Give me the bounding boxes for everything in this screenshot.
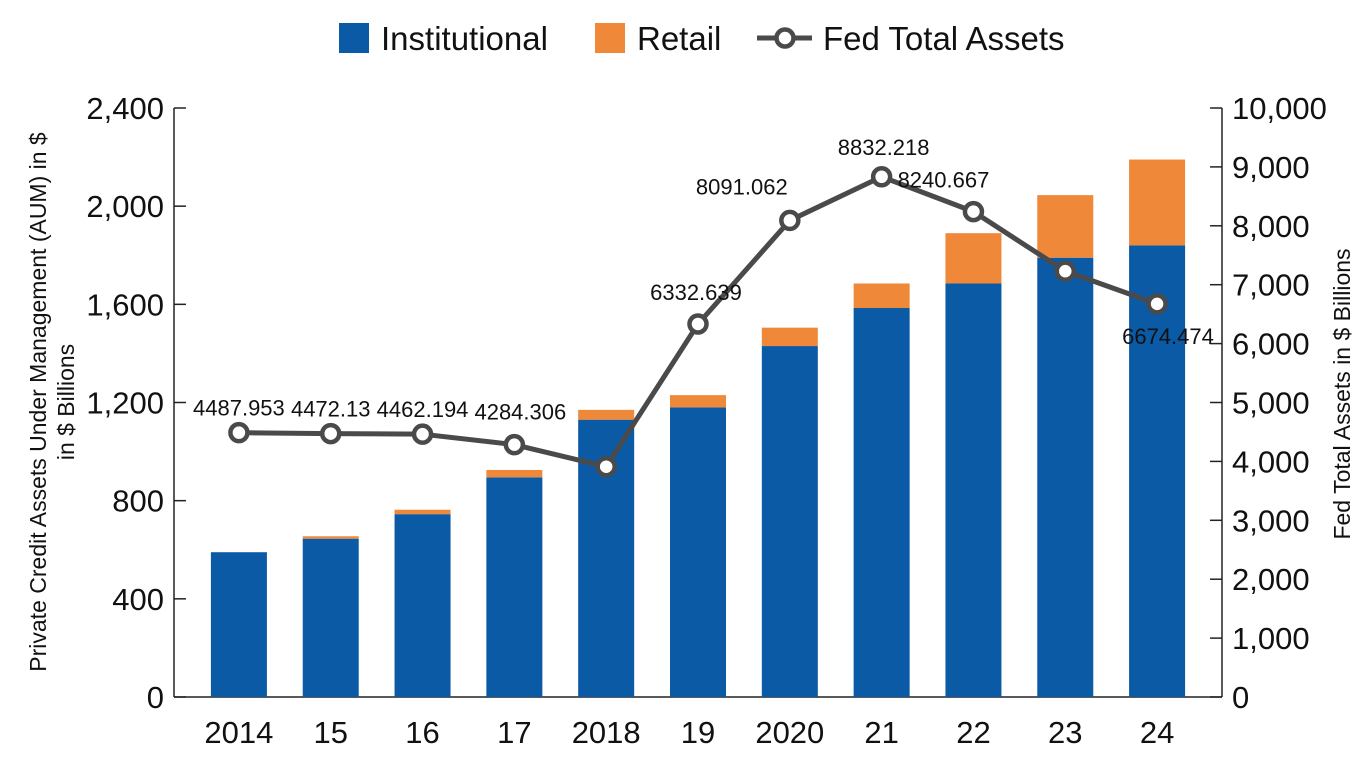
y-left-axis-title-line-2: in $ Billions [53,344,79,460]
fed-total-assets-point-2018 [595,455,617,478]
fed-total-assets-data-label: 4487.953 [193,396,285,421]
legend-retail-swatch [595,23,625,53]
bar-institutional-16 [394,514,451,697]
y-right-tick-label: 9,000 [1232,150,1310,185]
y-right-tick-label: 8,000 [1232,209,1310,244]
bar-institutional-24 [1129,245,1186,697]
y-left-tick-label: 2,000 [86,189,164,224]
x-tick-label: 23 [1048,715,1082,750]
y-left-axis-title-line-1: Private Credit Assets Under Management (… [25,132,51,672]
bar-retail-21 [853,283,910,309]
bar-institutional-2014 [210,552,267,697]
y-right-tick-label: 5,000 [1232,386,1310,421]
fed-total-assets-point-16 [411,423,434,445]
y-right-tick-label: 0 [1232,680,1249,715]
fed-total-assets-point-19 [687,313,709,335]
y-right-tick-label: 7,000 [1232,268,1310,303]
bar-retail-15 [302,536,359,539]
bar-retail-22 [945,233,1002,284]
y-right-axis-title: Fed Total Assets in $ Billions [1329,248,1355,539]
legend-institutional-label: Institutional [381,20,548,57]
x-tick-label: 2020 [755,715,824,750]
bar-institutional-2020 [761,346,818,697]
bar-institutional-22 [945,283,1002,697]
y-left-tick-label: 2,400 [86,91,164,126]
y-right-tick-label: 10,000 [1232,91,1327,126]
x-tick-label: 15 [313,715,347,750]
fed-total-assets-data-label: 8240.667 [898,168,990,193]
x-tick-label: 16 [405,715,439,750]
y-left-axis-title: Private Credit Assets Under Management (… [25,132,79,672]
fed-total-assets-data-label: 6674.474 [1122,324,1214,349]
bar-institutional-21 [853,308,910,697]
y-right-tick-label: 1,000 [1232,621,1310,656]
fed-total-assets-data-label: 8832.218 [838,135,930,160]
bar-institutional-19 [670,407,726,697]
y-left-tick-label: 800 [112,484,164,519]
x-tick-label: 21 [864,715,898,750]
bar-retail-17 [486,469,543,478]
y-left-tick-label: 1,200 [86,386,164,421]
y-left-tick-label: 1,600 [86,287,164,322]
legend-fed-marker-swatch [774,27,796,49]
y-left-tick-label: 0 [147,680,164,715]
fed-total-assets-data-label: 4472.13 [291,397,371,422]
fed-total-assets-point-17 [503,433,526,456]
fed-total-assets-point-24 [1146,293,1168,315]
y-right-tick-label: 2,000 [1232,562,1310,597]
bar-institutional-23 [1037,257,1094,697]
fed-total-assets-data-label: 4284.306 [474,400,566,425]
fed-total-assets-point-22 [962,200,985,223]
fed-total-assets-point-15 [319,422,342,445]
x-tick-label: 2014 [204,715,273,750]
y-right-tick-label: 6,000 [1232,327,1310,362]
fed-total-assets-data-label: 6332.639 [650,280,742,305]
fed-total-assets-data-label: 8091.062 [696,174,788,199]
bar-retail-19 [670,395,726,408]
bar-retail-24 [1129,159,1186,246]
y-right-tick-label: 3,000 [1232,503,1310,538]
bar-retail-2018 [578,409,635,420]
y-right-tick-label: 4,000 [1232,444,1310,479]
x-tick-label: 2018 [572,715,641,750]
fed-total-assets-data-label: 4462.194 [377,397,469,422]
bar-retail-16 [394,509,451,515]
x-tick-label: 17 [497,715,531,750]
bar-retail-2020 [761,327,818,347]
fed-total-assets-point-23 [1054,260,1077,282]
fed-total-assets-point-21 [870,166,893,188]
x-tick-label: 22 [956,715,990,750]
bar-institutional-17 [486,477,543,697]
legend-institutional-swatch [339,23,369,53]
x-tick-label: 19 [681,715,715,750]
fed-total-assets-point-2020 [779,209,801,232]
fed-total-assets-point-2014 [228,421,250,444]
legend-fed-total-assets-label: Fed Total Assets [823,20,1065,57]
bar-institutional-15 [302,538,359,697]
bar-retail-23 [1037,195,1094,258]
y-left-tick-label: 400 [112,582,164,617]
legend-retail-label: Retail [637,20,721,57]
x-tick-label: 24 [1140,715,1174,750]
